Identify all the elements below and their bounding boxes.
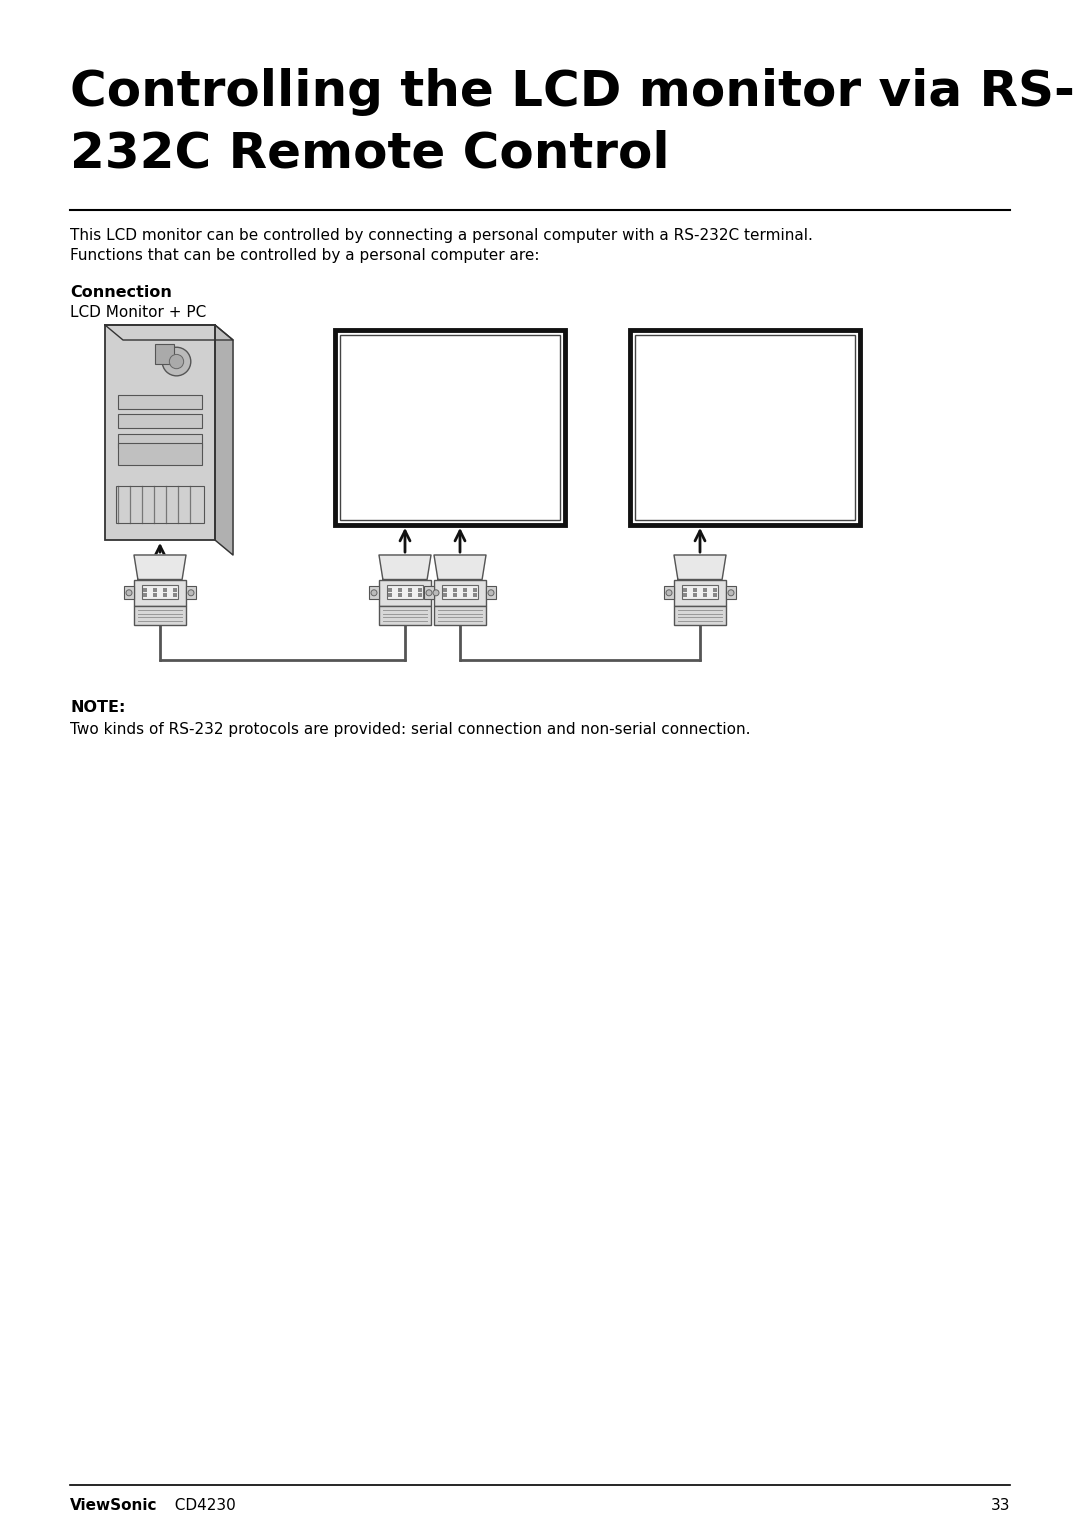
Bar — [434, 607, 486, 625]
Circle shape — [426, 590, 432, 596]
Bar — [153, 588, 158, 591]
Bar — [693, 588, 698, 591]
Bar — [379, 607, 431, 625]
Bar — [454, 588, 457, 591]
Text: Functions that can be controlled by a personal computer are:: Functions that can be controlled by a pe… — [70, 248, 540, 263]
Bar — [635, 335, 855, 520]
Bar — [163, 593, 166, 597]
Bar — [418, 588, 421, 591]
Bar — [141, 585, 178, 599]
Bar — [693, 593, 698, 597]
Text: NOTE:: NOTE: — [70, 700, 125, 715]
Circle shape — [666, 590, 672, 596]
Bar — [118, 443, 202, 465]
Bar — [684, 593, 688, 597]
Bar — [340, 335, 561, 520]
Bar — [463, 588, 467, 591]
Circle shape — [170, 354, 184, 368]
Bar — [713, 593, 716, 597]
Bar — [703, 588, 706, 591]
Polygon shape — [674, 555, 726, 579]
Bar — [186, 587, 195, 599]
Bar — [674, 579, 726, 607]
Bar — [154, 344, 174, 364]
Bar — [664, 587, 674, 599]
Polygon shape — [105, 325, 233, 341]
Bar — [418, 593, 421, 597]
Bar — [486, 587, 496, 599]
Bar — [703, 593, 706, 597]
Bar — [124, 587, 134, 599]
Circle shape — [126, 590, 132, 596]
Bar — [431, 587, 441, 599]
Circle shape — [433, 590, 438, 596]
Circle shape — [188, 590, 194, 596]
Bar — [726, 587, 735, 599]
Text: CD4230: CD4230 — [165, 1497, 235, 1513]
Bar — [442, 585, 478, 599]
Bar — [408, 593, 411, 597]
Bar — [389, 588, 392, 591]
Bar — [630, 330, 860, 526]
Text: Two kinds of RS-232 protocols are provided: serial connection and non-serial con: Two kinds of RS-232 protocols are provid… — [70, 723, 751, 736]
Circle shape — [372, 590, 377, 596]
Bar — [335, 330, 565, 526]
Text: LCD Monitor + PC: LCD Monitor + PC — [70, 306, 206, 319]
Bar — [387, 585, 423, 599]
Bar — [444, 593, 447, 597]
Bar — [681, 585, 718, 599]
Bar — [389, 593, 392, 597]
Bar — [379, 579, 431, 607]
Text: Controlling the LCD monitor via RS-: Controlling the LCD monitor via RS- — [70, 69, 1075, 116]
Polygon shape — [434, 555, 486, 579]
Bar — [399, 588, 402, 591]
Circle shape — [728, 590, 734, 596]
Bar — [408, 588, 411, 591]
Bar — [105, 325, 215, 539]
Bar — [434, 579, 486, 607]
Bar — [463, 593, 467, 597]
Bar — [118, 394, 202, 410]
Circle shape — [488, 590, 494, 596]
Polygon shape — [134, 555, 186, 579]
Bar — [134, 607, 186, 625]
Text: 232C Remote Control: 232C Remote Control — [70, 130, 670, 177]
Bar — [444, 588, 447, 591]
Bar — [684, 588, 688, 591]
Bar — [713, 588, 716, 591]
Bar — [163, 588, 166, 591]
Bar — [424, 587, 434, 599]
Bar — [473, 588, 476, 591]
Bar — [153, 593, 158, 597]
Bar — [454, 593, 457, 597]
Text: Connection: Connection — [70, 286, 172, 299]
Bar — [116, 486, 204, 523]
Bar — [674, 607, 726, 625]
Bar — [144, 593, 148, 597]
Polygon shape — [379, 555, 431, 579]
Circle shape — [162, 347, 191, 376]
Bar — [118, 434, 202, 448]
Text: ViewSonic: ViewSonic — [70, 1497, 158, 1513]
Text: This LCD monitor can be controlled by connecting a personal computer with a RS-2: This LCD monitor can be controlled by co… — [70, 228, 813, 243]
Bar — [369, 587, 379, 599]
Bar — [173, 588, 176, 591]
Bar — [118, 414, 202, 428]
Bar — [399, 593, 402, 597]
Bar — [473, 593, 476, 597]
Bar — [144, 588, 148, 591]
Polygon shape — [215, 325, 233, 555]
Text: 33: 33 — [990, 1497, 1010, 1513]
Bar — [134, 579, 186, 607]
Bar — [173, 593, 176, 597]
